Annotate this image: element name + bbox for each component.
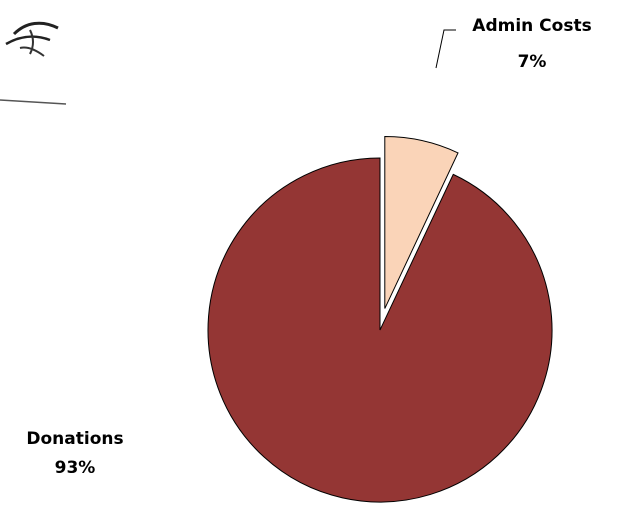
logo-fragment xyxy=(0,21,67,105)
admin-costs-label: Admin Costs xyxy=(472,16,591,36)
donations-label: Donations xyxy=(26,429,123,449)
label-donations: Donations 93% xyxy=(26,429,123,478)
pie-slice-admin-costs xyxy=(384,136,459,309)
donations-percent: 93% xyxy=(55,458,96,478)
admin-costs-leader-line xyxy=(435,29,456,69)
label-admin-costs: Admin Costs 7% xyxy=(435,16,592,72)
pie-slices xyxy=(207,136,553,503)
admin-costs-percent: 7% xyxy=(518,52,547,72)
pie-slice-donations xyxy=(207,157,553,503)
